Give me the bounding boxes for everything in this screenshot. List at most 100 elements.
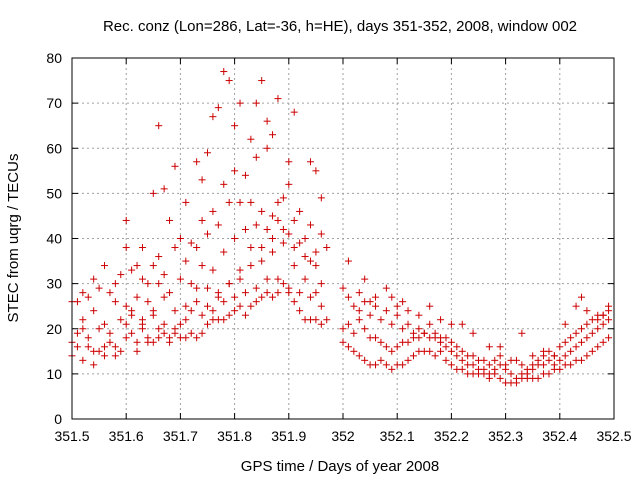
y-axis-label: STEC from uqrg / TECUs [5,154,22,323]
tick-labels: 351.5 351.6 351.7 351.8 351.9 352 352.1 352.2 35… [46,50,631,444]
data-point [285,180,293,188]
data-point [258,77,266,85]
data-point [133,338,141,346]
data-point [252,221,260,229]
data-point [301,253,309,261]
data-point [534,356,542,364]
data-point [220,298,228,306]
data-point [605,302,613,310]
data-point [540,347,548,355]
data-point [209,207,217,215]
data-point [166,338,174,346]
data-point [198,176,206,184]
data-point [502,361,510,369]
data-point [263,117,271,125]
data-point [382,307,390,315]
data-point [399,361,407,369]
data-point [79,356,87,364]
data-point [404,307,412,315]
data-point [550,352,558,360]
data-point [420,329,428,337]
data-point [556,343,564,351]
data-point [279,239,287,247]
data-point [220,316,228,324]
data-point [149,262,157,270]
data-point [594,343,602,351]
data-point [236,302,244,310]
data-point [258,207,266,215]
data-point [231,235,239,242]
y-tick-label: 50 [46,185,62,201]
data-point [133,293,141,301]
data-point [176,235,184,242]
data-point [160,185,168,193]
data-point [193,244,201,252]
data-point [431,329,439,337]
data-point [182,302,190,310]
data-point [252,284,260,292]
data-point [361,325,369,333]
data-point [583,320,591,328]
data-point [583,334,591,342]
data-point [90,275,98,283]
data-point [339,338,347,346]
data-point [285,158,293,166]
data-point [155,253,163,261]
data-point [388,293,396,301]
data-point [599,338,607,346]
data-point [101,262,109,270]
y-tick-label: 10 [46,366,62,382]
data-point [285,284,293,292]
data-point [355,289,363,297]
data-point [301,235,309,242]
data-point [377,316,385,324]
data-point [241,171,249,179]
data-point [117,347,125,355]
data-point [225,77,233,85]
data-point [496,343,504,351]
data-point [90,361,98,369]
data-point [572,329,580,337]
data-point [447,338,455,346]
data-point [518,329,526,337]
data-point [160,320,168,328]
data-point [263,289,271,297]
data-point [149,307,157,315]
data-point [534,374,542,382]
data-point [204,149,211,157]
data-point [247,135,255,143]
data-point [572,302,580,310]
data-point [84,293,92,301]
data-point [404,356,412,364]
data-point [306,257,314,265]
data-point [361,356,369,364]
data-point [372,293,380,301]
data-point [426,347,434,355]
data-point [138,316,146,324]
x-tick-label: 352.4 [542,428,577,444]
data-point [231,307,239,315]
x-tick-label: 352.5 [596,428,631,444]
data-point [496,374,504,382]
data-point [144,338,152,346]
data-point [409,329,417,337]
data-point [388,347,396,355]
data-point [171,329,179,337]
data-point [101,343,109,351]
y-tick-label: 40 [46,231,62,247]
data-point [447,347,455,355]
data-point [529,361,537,369]
data-point [252,99,260,107]
data-point [258,244,266,252]
data-point [306,293,314,301]
data-point [171,307,179,315]
data-point [111,352,119,360]
data-point [138,244,146,252]
data-point [556,356,564,364]
data-point [306,158,314,166]
x-axis-label: GPS time / Days of year 2008 [241,458,439,475]
data-point [442,334,450,342]
data-point [111,280,119,288]
data-point [274,198,282,206]
data-point [198,311,206,319]
